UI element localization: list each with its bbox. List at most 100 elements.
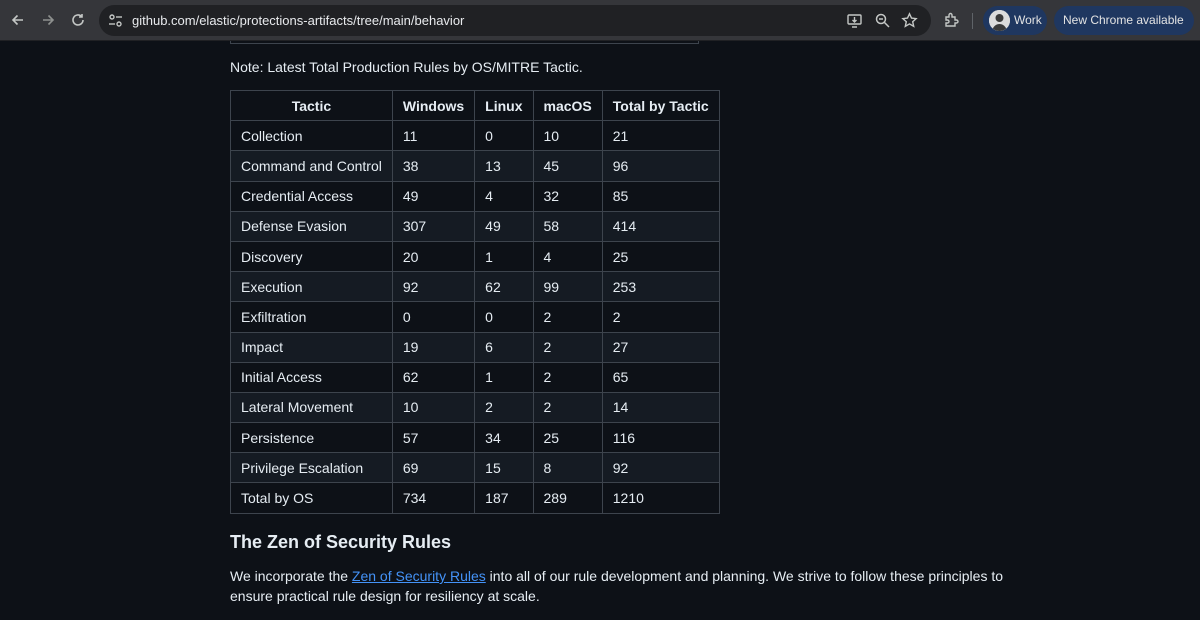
table-row: Defense Evasion 307 49 58 414 <box>230 210 720 242</box>
table-row: Total by OS 734 187 289 1210 <box>230 482 720 514</box>
browser-toolbar: github.com/elastic/protections-artifacts… <box>0 0 1200 41</box>
header-macos: macOS <box>532 89 603 122</box>
total-cell: 2 <box>601 301 720 333</box>
tactic-cell: Collection <box>230 120 393 152</box>
linux-cell: 13 <box>474 150 534 182</box>
table-row: Exfiltration 0 0 2 2 <box>230 301 720 333</box>
header-tactic: Tactic <box>230 89 393 122</box>
table-row: Collection 11 0 10 21 <box>230 120 720 152</box>
table-row: Lateral Movement 10 2 2 14 <box>230 391 720 424</box>
avatar <box>989 10 1010 31</box>
linux-cell: 1 <box>474 240 534 273</box>
linux-cell: 15 <box>474 452 534 484</box>
macos-cell: 2 <box>532 361 603 393</box>
total-cell: 25 <box>601 240 720 273</box>
linux-cell: 4 <box>474 180 534 212</box>
previous-table-bottom <box>230 41 699 44</box>
table-row: Discovery 20 1 4 25 <box>230 240 720 273</box>
table-header-row: Tactic Windows Linux macOS Total by Tact… <box>230 89 720 122</box>
toolbar-divider <box>972 13 973 29</box>
total-cell: 116 <box>601 422 720 454</box>
total-cell: 21 <box>601 120 720 152</box>
tactic-cell: Exfiltration <box>230 301 393 333</box>
windows-cell: 20 <box>391 240 476 273</box>
tactic-cell: Credential Access <box>230 180 393 212</box>
header-total: Total by Tactic <box>601 89 720 122</box>
windows-cell: 62 <box>391 361 476 393</box>
install-app-icon[interactable] <box>846 12 863 29</box>
total-cell: 92 <box>601 452 720 484</box>
total-cell: 27 <box>601 331 720 363</box>
update-label: New Chrome available <box>1063 13 1184 27</box>
linux-cell: 62 <box>474 271 534 303</box>
windows-cell: 38 <box>391 150 476 182</box>
total-cell: 1210 <box>601 482 720 514</box>
reload-icon[interactable] <box>63 5 93 35</box>
table-row: Privilege Escalation 69 15 8 92 <box>230 452 720 484</box>
zen-paragraph: We incorporate the Zen of Security Rules… <box>230 566 1030 606</box>
zoom-icon[interactable] <box>874 12 891 29</box>
windows-cell: 0 <box>391 301 476 333</box>
site-info-icon[interactable] <box>107 12 124 29</box>
forward-arrow-icon[interactable] <box>33 5 63 35</box>
windows-cell: 69 <box>391 452 476 484</box>
macos-cell: 289 <box>532 482 603 514</box>
tactic-cell: Discovery <box>230 240 393 273</box>
paragraph-text-end: into all of our rule development and pla… <box>230 568 1004 604</box>
tactic-cell: Initial Access <box>230 361 393 393</box>
tactic-cell: Total by OS <box>230 482 393 514</box>
windows-cell: 57 <box>391 422 476 454</box>
table-row: Initial Access 62 1 2 65 <box>230 361 720 393</box>
table-note: Note: Latest Total Production Rules by O… <box>230 59 583 75</box>
profile-button[interactable]: Work <box>983 6 1047 35</box>
tactic-cell: Command and Control <box>230 150 393 182</box>
address-bar[interactable]: github.com/elastic/protections-artifacts… <box>99 5 931 36</box>
windows-cell: 10 <box>391 391 476 424</box>
linux-cell: 2 <box>474 391 534 424</box>
table-row: Execution 92 62 99 253 <box>230 271 720 303</box>
total-cell: 96 <box>601 150 720 182</box>
linux-cell: 0 <box>474 120 534 152</box>
linux-cell: 6 <box>474 331 534 363</box>
total-cell: 65 <box>601 361 720 393</box>
table-row: Impact 19 6 2 27 <box>230 331 720 363</box>
tactic-cell: Impact <box>230 331 393 363</box>
macos-cell: 58 <box>532 210 603 242</box>
macos-cell: 45 <box>532 150 603 182</box>
header-windows: Windows <box>391 89 476 122</box>
windows-cell: 307 <box>391 210 476 242</box>
section-heading: The Zen of Security Rules <box>230 532 452 552</box>
table-row: Persistence 57 34 25 116 <box>230 422 720 454</box>
macos-cell: 2 <box>532 391 603 424</box>
macos-cell: 8 <box>532 452 603 484</box>
linux-cell: 34 <box>474 422 534 454</box>
zen-of-security-rules-link[interactable]: Zen of Security Rules <box>351 568 486 584</box>
windows-cell: 19 <box>391 331 476 363</box>
extensions-puzzle-icon[interactable] <box>943 11 961 29</box>
total-cell: 253 <box>601 271 720 303</box>
tactic-cell: Privilege Escalation <box>230 452 393 484</box>
header-linux: Linux <box>474 89 534 122</box>
macos-cell: 10 <box>532 120 603 152</box>
back-arrow-icon[interactable] <box>3 5 33 35</box>
paragraph-text-start: We incorporate the <box>230 568 352 584</box>
linux-cell: 187 <box>474 482 534 514</box>
windows-cell: 49 <box>391 180 476 212</box>
rules-table: Tactic Windows Linux macOS Total by Tact… <box>230 89 720 514</box>
bookmark-star-icon[interactable] <box>901 12 918 29</box>
windows-cell: 734 <box>391 482 476 514</box>
total-cell: 14 <box>601 391 720 424</box>
macos-cell: 2 <box>532 301 603 333</box>
total-cell: 85 <box>601 180 720 212</box>
macos-cell: 4 <box>532 240 603 273</box>
tactic-cell: Execution <box>230 271 393 303</box>
tactic-cell: Lateral Movement <box>230 391 393 424</box>
url-text[interactable]: github.com/elastic/protections-artifacts… <box>132 13 465 28</box>
table-row: Command and Control 38 13 45 96 <box>230 150 720 182</box>
linux-cell: 49 <box>474 210 534 242</box>
windows-cell: 92 <box>391 271 476 303</box>
macos-cell: 2 <box>532 331 603 363</box>
macos-cell: 99 <box>532 271 603 303</box>
linux-cell: 0 <box>474 301 534 333</box>
chrome-update-button[interactable]: New Chrome available <box>1054 6 1194 35</box>
